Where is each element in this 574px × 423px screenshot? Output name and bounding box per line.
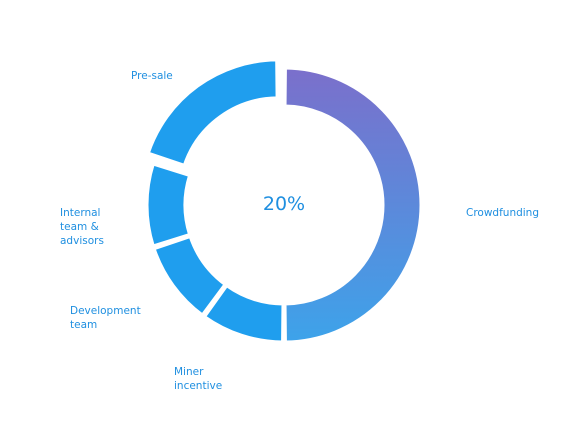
slice-miner-incentive [202, 283, 285, 344]
label-pre-sale: Pre-sale [131, 70, 173, 82]
label-crowdfunding: Crowdfunding [466, 207, 539, 219]
labels-group: Crowdfunding Miner incentive Development tea… [60, 70, 539, 392]
label-internal-team-and-advisors: Internal team & advisors [60, 207, 104, 247]
slice-development-team [152, 234, 228, 318]
slices-group [145, 58, 423, 344]
label-development-team: Development team [70, 305, 141, 331]
slice-pre-sale [146, 58, 279, 168]
slice-internal-team-and-advisors [145, 162, 192, 248]
center-percentage-label: 20% [263, 193, 305, 215]
slice-crowdfunding [283, 66, 423, 344]
label-miner-incentive: Miner incentive [174, 366, 222, 392]
